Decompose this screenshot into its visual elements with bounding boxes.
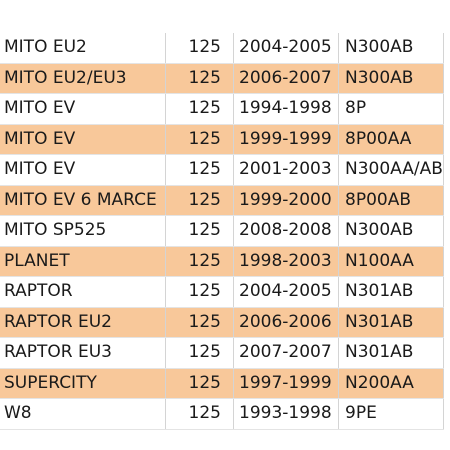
model-cell: SUPERCITY: [0, 368, 166, 399]
displacement-cell: 125: [165, 246, 234, 277]
table-row: RAPTOR EU3 125 2007-2007 N301AB: [0, 337, 444, 369]
years-cell: 2006-2006: [233, 307, 339, 338]
table-row: PLANET 125 1998-2003 N100AA: [0, 246, 444, 277]
table-row: RAPTOR EU2 125 2006-2006 N301AB: [0, 307, 444, 338]
code-cell: N200AA: [338, 368, 444, 399]
years-cell: 1998-2003: [233, 246, 339, 277]
code-cell: N300AB: [338, 33, 444, 64]
model-cell: MITO EV 6 MARCE: [0, 185, 166, 216]
code-cell: N300AB: [338, 215, 444, 247]
table-body: MITO EU2 125 2004-2005 N300AB MITO EU2/EU3 12…: [0, 33, 444, 430]
displacement-cell: 125: [165, 368, 234, 399]
code-cell: N301AB: [338, 307, 444, 338]
displacement-cell: 125: [165, 124, 234, 155]
model-cell: RAPTOR EU3: [0, 337, 166, 369]
model-cell: MITO EV: [0, 124, 166, 155]
table-row: MITO EV 6 MARCE 125 1999-2000 8P00AB: [0, 185, 444, 216]
years-cell: 2004-2005: [233, 33, 339, 64]
model-cell: PLANET: [0, 246, 166, 277]
table-row: SUPERCITY 125 1997-1999 N200AA: [0, 368, 444, 399]
model-cell: RAPTOR: [0, 276, 166, 308]
table-row: MITO EV 125 1994-1998 8P: [0, 93, 444, 125]
code-cell: 8P00AA: [338, 124, 444, 155]
code-cell: N100AA: [338, 246, 444, 277]
compatibility-table: MITO EU2 125 2004-2005 N300AB MITO EU2/EU3 12…: [0, 33, 444, 430]
displacement-cell: 125: [165, 307, 234, 338]
displacement-cell: 125: [165, 337, 234, 369]
years-cell: 2004-2005: [233, 276, 339, 308]
code-cell: 8P: [338, 93, 444, 125]
code-cell: 9PE: [338, 398, 444, 430]
table-row: MITO EV 125 2001-2003 N300AA/AB: [0, 154, 444, 186]
years-cell: 1999-2000: [233, 185, 339, 216]
years-cell: 1997-1999: [233, 368, 339, 399]
years-cell: 2008-2008: [233, 215, 339, 247]
years-cell: 1993-1998: [233, 398, 339, 430]
years-cell: 2001-2003: [233, 154, 339, 186]
displacement-cell: 125: [165, 215, 234, 247]
model-cell: MITO EV: [0, 154, 166, 186]
years-cell: 1999-1999: [233, 124, 339, 155]
displacement-cell: 125: [165, 398, 234, 430]
displacement-cell: 125: [165, 185, 234, 216]
code-cell: N301AB: [338, 276, 444, 308]
table-row: MITO EU2/EU3 125 2006-2007 N300AB: [0, 63, 444, 94]
model-cell: MITO EU2/EU3: [0, 63, 166, 94]
table-row: RAPTOR 125 2004-2005 N301AB: [0, 276, 444, 308]
code-cell: 8P00AB: [338, 185, 444, 216]
displacement-cell: 125: [165, 276, 234, 308]
model-cell: MITO SP525: [0, 215, 166, 247]
table-row: W8 125 1993-1998 9PE: [0, 398, 444, 430]
model-cell: MITO EU2: [0, 33, 166, 64]
code-cell: N300AA/AB: [338, 154, 444, 186]
model-cell: RAPTOR EU2: [0, 307, 166, 338]
model-cell: W8: [0, 398, 166, 430]
displacement-cell: 125: [165, 63, 234, 94]
displacement-cell: 125: [165, 93, 234, 125]
code-cell: N301AB: [338, 337, 444, 369]
table-row: MITO EU2 125 2004-2005 N300AB: [0, 33, 444, 64]
code-cell: N300AB: [338, 63, 444, 94]
displacement-cell: 125: [165, 33, 234, 64]
table-row: MITO EV 125 1999-1999 8P00AA: [0, 124, 444, 155]
model-cell: MITO EV: [0, 93, 166, 125]
years-cell: 2007-2007: [233, 337, 339, 369]
years-cell: 2006-2007: [233, 63, 339, 94]
table-row: MITO SP525 125 2008-2008 N300AB: [0, 215, 444, 247]
displacement-cell: 125: [165, 154, 234, 186]
years-cell: 1994-1998: [233, 93, 339, 125]
compatibility-table-container: MITO EU2 125 2004-2005 N300AB MITO EU2/EU3 12…: [0, 33, 444, 430]
